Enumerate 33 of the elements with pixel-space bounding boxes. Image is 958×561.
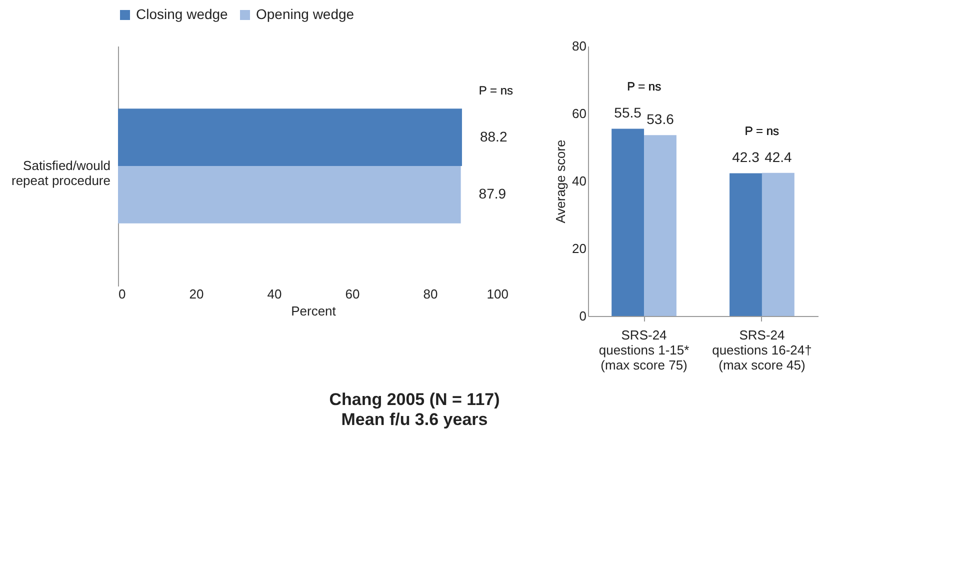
data-label: 42.4: [764, 148, 792, 165]
x-tick-label: 60: [345, 286, 360, 302]
x-tick-label: 100: [486, 286, 508, 302]
x-tick-label: 0: [118, 286, 126, 302]
data-label: 55.5: [614, 104, 642, 121]
bar: [612, 128, 644, 316]
text: Mean f/u 3.6 years: [341, 410, 488, 429]
data-label: 88.2: [480, 128, 508, 144]
legend-label: Closing wedge: [136, 6, 228, 22]
data-label: 87.9: [478, 186, 506, 202]
bar: [730, 173, 762, 316]
x-axis-title: Percent: [291, 304, 336, 318]
x-tick-label: 20: [189, 286, 204, 302]
y-axis-title: Average score: [553, 140, 568, 224]
y-tick-label: 80: [572, 38, 586, 54]
bar: [762, 172, 794, 316]
data-label: 42.3: [732, 149, 760, 166]
text: P = ns: [478, 84, 514, 98]
annotation: P = ns: [744, 124, 780, 138]
y-tick-label: Satisfied/would repeat procedure: [11, 158, 110, 188]
y-tick-label: 0: [579, 308, 586, 324]
text: Chang 2005 (N = 117): [329, 390, 500, 409]
y-tick-label: 60: [572, 106, 586, 121]
legend-label: Opening wedge: [256, 6, 354, 22]
x-tick-label: 40: [267, 286, 282, 302]
annotation: P = ns: [626, 80, 662, 94]
y-tick-label: 20: [572, 241, 586, 256]
y-tick-label: 40: [572, 174, 586, 188]
bar: [644, 135, 676, 316]
x-tick-label: SRS-24 questions 1-15* (max score 75): [598, 328, 690, 372]
x-tick-label: 80: [423, 286, 438, 302]
data-label: 53.6: [646, 111, 674, 128]
x-tick-label: SRS-24 questions 16-24† (max score 45): [712, 328, 812, 372]
